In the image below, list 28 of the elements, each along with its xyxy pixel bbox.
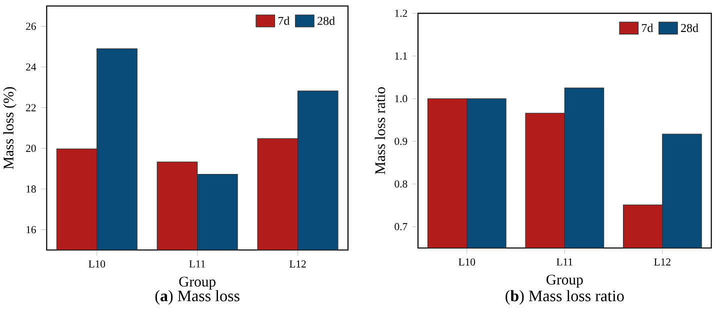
legend-label: 7d bbox=[642, 24, 654, 32]
legend-label: 7d bbox=[278, 16, 290, 25]
x-tick-label: L10 bbox=[88, 260, 106, 268]
y-axis-title: Mass loss (%) bbox=[3, 87, 16, 170]
text: (b) Mass loss ratio bbox=[506, 290, 624, 305]
x-axis-title: Group bbox=[179, 276, 216, 290]
x-tick-label: L10 bbox=[458, 258, 476, 266]
text: (a) Mass loss bbox=[155, 290, 240, 305]
y-tick-label: 1.0 bbox=[395, 95, 408, 102]
y-tick-label: 16 bbox=[26, 226, 36, 234]
x-tick-label: L11 bbox=[189, 260, 206, 268]
y-tick-label: 0.7 bbox=[394, 223, 408, 230]
y-tick-label: 20 bbox=[26, 144, 36, 152]
y-tick-label: 1.1 bbox=[395, 52, 407, 60]
y-tick-label: 1.2 bbox=[395, 10, 408, 17]
y-tick-label: 24 bbox=[26, 63, 36, 71]
y-axis-title: Mass loss ratio bbox=[374, 87, 386, 174]
x-tick-label: L12 bbox=[654, 258, 670, 266]
y-tick-label: 26 bbox=[26, 22, 36, 30]
y-tick-label: 0.8 bbox=[394, 180, 408, 188]
x-tick-label: L11 bbox=[556, 258, 572, 266]
y-tick-label: 18 bbox=[26, 185, 36, 193]
legend-label: 28d bbox=[681, 24, 698, 32]
x-axis-title: Group bbox=[546, 274, 583, 288]
y-tick-label: 0.9 bbox=[394, 138, 408, 145]
legend-label: 28d bbox=[318, 16, 335, 25]
x-tick-label: L12 bbox=[290, 260, 306, 268]
y-tick-label: 22 bbox=[26, 104, 36, 112]
